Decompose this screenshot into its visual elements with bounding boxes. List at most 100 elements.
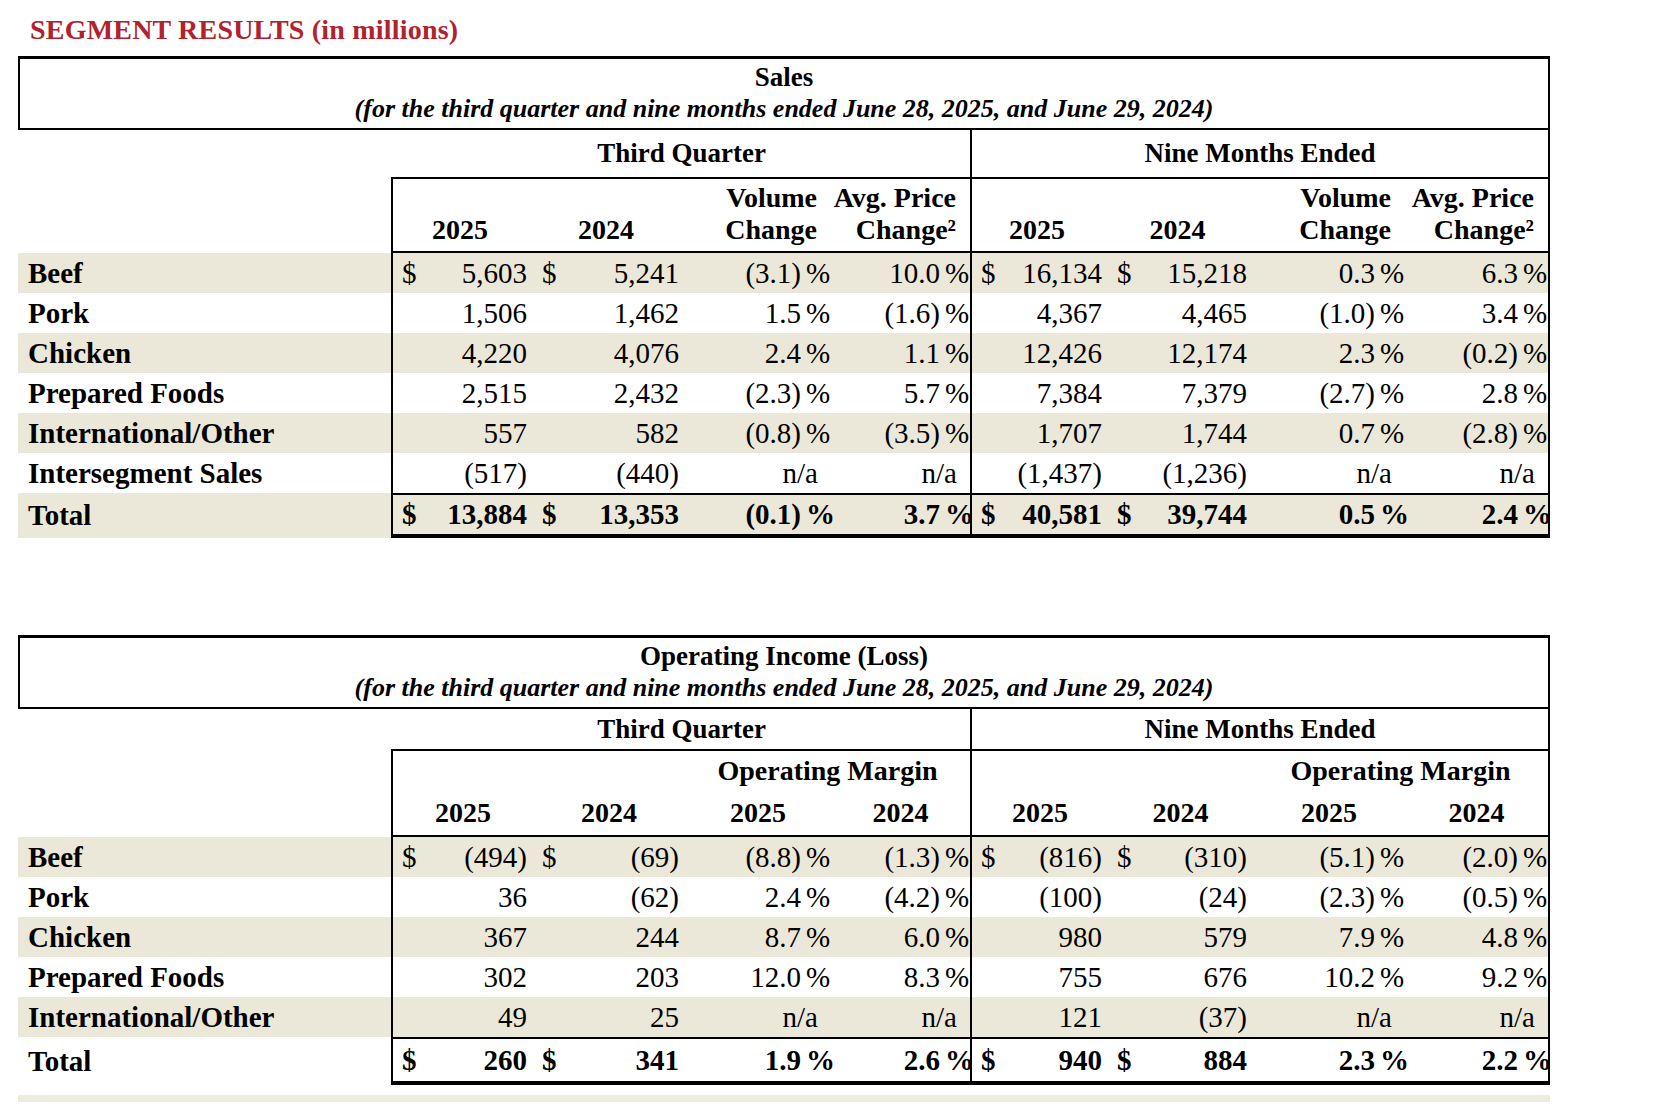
group-header-row: Third QuarterNine Months Ended	[18, 130, 1550, 177]
value-cell: $5,241	[533, 253, 685, 293]
value-cell: $260	[393, 1037, 533, 1085]
dollar-sign: $	[972, 841, 996, 874]
column-header-row: 20252024VolumeChangeAvg. PriceChange²202…	[18, 177, 1550, 253]
cell-value: 1,707	[1037, 417, 1102, 450]
value-cell: (3.1)%	[685, 253, 831, 293]
cell-value: n/a	[1500, 1001, 1535, 1034]
column-header: 2024	[1108, 791, 1253, 837]
value-cell: 7,384	[972, 373, 1108, 413]
cell-value: 5,241	[614, 257, 679, 290]
total-row: Total$13,884$13,353(0.1)%3.7%$40,581$39,…	[18, 493, 1550, 538]
cell-value: 1.5	[765, 297, 801, 330]
partial-row-strip	[18, 1095, 1550, 1102]
total-row: Total$260$3411.9%2.6%$940$8842.3%2.2%	[18, 1037, 1550, 1085]
cell-value: (0.8)	[745, 417, 801, 450]
value-cell: n/a	[831, 453, 972, 493]
value-cell: 49	[393, 997, 533, 1037]
value-cell: n/a	[1253, 453, 1405, 493]
cell-value: (5.1)	[1319, 841, 1375, 874]
percent-sign: %	[1518, 297, 1548, 330]
value-cell: 3.4%	[1405, 293, 1550, 333]
table-row: Pork36(62)2.4%(4.2)%(100)(24)(2.3)%(0.5)…	[18, 877, 1550, 917]
spacer-cell	[18, 791, 393, 837]
value-cell: 2.8%	[1405, 373, 1550, 413]
value-cell: 2.4%	[1405, 493, 1550, 538]
group-header-third-quarter: Third Quarter	[393, 130, 972, 177]
value-cell: 12,174	[1108, 333, 1253, 373]
cell-value: (1.6)	[884, 297, 940, 330]
percent-sign: %	[1375, 921, 1405, 954]
cell-value: 12,174	[1167, 337, 1247, 370]
value-cell: (2.0)%	[1405, 837, 1550, 877]
cell-value: (0.1)	[745, 498, 801, 531]
value-cell: 755	[972, 957, 1108, 997]
percent-sign: %	[801, 297, 831, 330]
spacer-cell	[18, 709, 393, 749]
cell-value: 676	[1204, 961, 1248, 994]
value-cell: 367	[393, 917, 533, 957]
value-cell: 980	[972, 917, 1108, 957]
column-header: 2024	[533, 791, 685, 837]
cell-value: 582	[636, 417, 680, 450]
value-cell: $39,744	[1108, 493, 1253, 538]
cell-value: 2.2	[1482, 1044, 1518, 1077]
cell-value: 2.4	[1482, 498, 1518, 531]
value-cell: (3.5)%	[831, 413, 972, 453]
percent-sign: %	[940, 921, 970, 954]
value-cell: 0.7%	[1253, 413, 1405, 453]
table-row: Prepared Foods30220312.0%8.3%75567610.2%…	[18, 957, 1550, 997]
value-cell: (0.1)%	[685, 493, 831, 538]
column-header: 2024	[1108, 177, 1253, 253]
spacer-cell	[393, 749, 685, 791]
percent-sign: %	[801, 881, 831, 914]
value-cell: 2.3%	[1253, 1037, 1405, 1085]
page-heading: SEGMENT RESULTS (in millions)	[30, 14, 1550, 46]
percent-sign: %	[1375, 498, 1405, 531]
cell-value: (62)	[631, 881, 679, 914]
row-label: Pork	[18, 877, 393, 917]
percent-sign: %	[1375, 961, 1405, 994]
cell-value: 367	[484, 921, 528, 954]
value-cell: 12.0%	[685, 957, 831, 997]
table-row: Pork1,5061,4621.5%(1.6)%4,3674,465(1.0)%…	[18, 293, 1550, 333]
value-cell: (2.7)%	[1253, 373, 1405, 413]
value-cell: 4,465	[1108, 293, 1253, 333]
cell-value: (1.3)	[884, 841, 940, 874]
cell-value: 980	[1059, 921, 1103, 954]
value-cell: 2.2%	[1405, 1037, 1550, 1085]
value-cell: n/a	[685, 997, 831, 1037]
dollar-sign: $	[393, 841, 417, 874]
table-title-box: Sales(for the third quarter and nine mon…	[18, 56, 1550, 130]
row-label: Total	[18, 493, 393, 538]
cell-value: 7,384	[1037, 377, 1102, 410]
cell-value: n/a	[1357, 457, 1392, 490]
column-header: Avg. PriceChange²	[831, 177, 972, 253]
percent-sign: %	[801, 417, 831, 450]
table-row: Beef$(494)$(69)(8.8)%(1.3)%$(816)$(310)(…	[18, 837, 1550, 877]
cell-value: (1,437)	[1017, 457, 1102, 490]
percent-sign: %	[940, 961, 970, 994]
cell-value: 5,603	[462, 257, 527, 290]
dollar-sign: $	[533, 841, 557, 874]
column-header: Avg. PriceChange²	[1405, 177, 1550, 253]
percent-sign: %	[801, 377, 831, 410]
column-header: 2025	[393, 791, 533, 837]
value-cell: 1,707	[972, 413, 1108, 453]
spacer-cell	[18, 177, 393, 253]
value-cell: (2.3)%	[685, 373, 831, 413]
value-cell: $13,353	[533, 493, 685, 538]
value-cell: 579	[1108, 917, 1253, 957]
cell-value: 940	[1059, 1044, 1103, 1077]
operating-income-table: Operating Income (Loss)(for the third qu…	[18, 635, 1550, 1085]
cell-value: 2.6	[904, 1044, 940, 1077]
cell-value: (37)	[1199, 1001, 1247, 1034]
cell-value: 5.7	[904, 377, 940, 410]
value-cell: (0.5)%	[1405, 877, 1550, 917]
value-cell: 6.0%	[831, 917, 972, 957]
cell-value: 16,134	[1022, 257, 1102, 290]
value-cell: 1.9%	[685, 1037, 831, 1085]
value-cell: 4,220	[393, 333, 533, 373]
cell-value: 1,506	[462, 297, 527, 330]
percent-sign: %	[1518, 417, 1548, 450]
cell-value: 12.0	[750, 961, 801, 994]
